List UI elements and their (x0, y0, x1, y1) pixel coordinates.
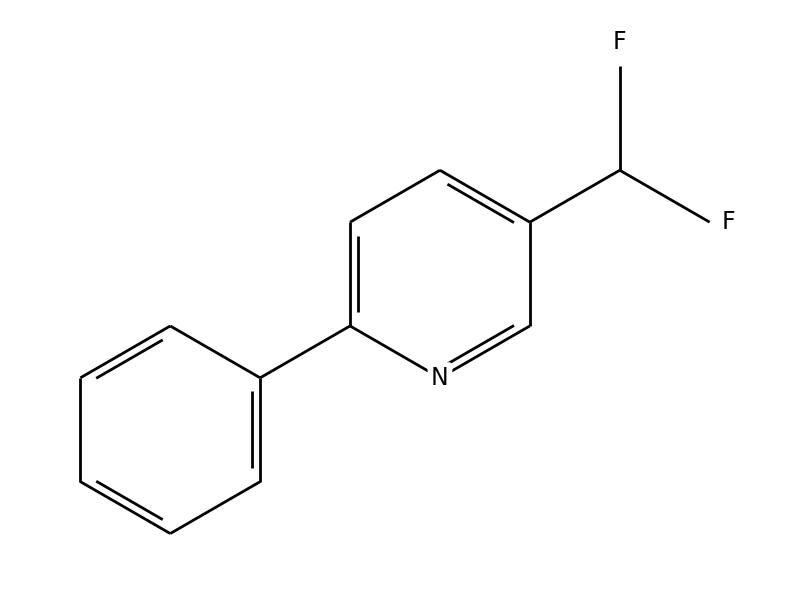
Text: F: F (722, 210, 735, 234)
Text: N: N (431, 366, 449, 390)
Text: F: F (613, 30, 626, 54)
